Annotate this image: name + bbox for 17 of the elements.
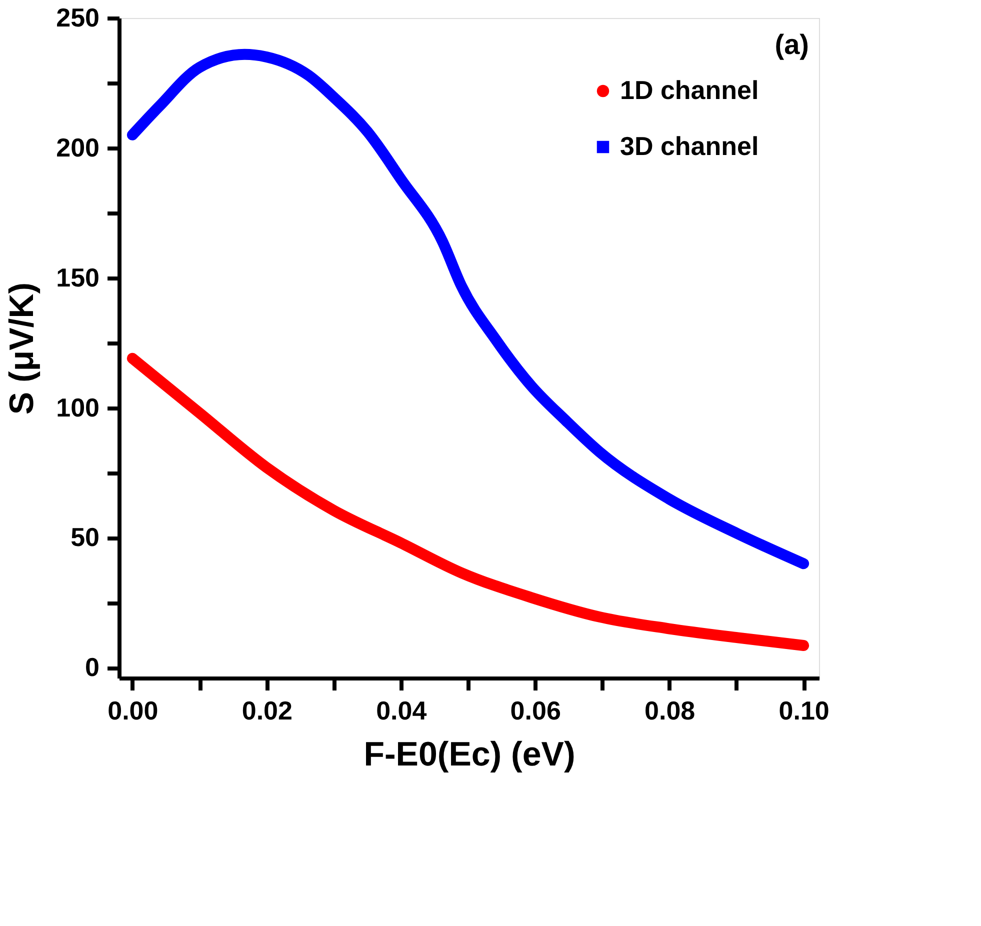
- y-tick-label: 150: [56, 262, 100, 292]
- y-tick-label: 250: [56, 2, 100, 32]
- y-tick-label: 0: [85, 652, 100, 682]
- x-axis-title: F-E0(Ec) (eV): [364, 736, 576, 774]
- legend-label: 3D channel: [620, 131, 759, 161]
- annotation: (a): [774, 29, 809, 60]
- x-tick-label: 0.02: [242, 696, 292, 726]
- x-tick-label: 0.10: [778, 696, 830, 726]
- y-tick-label: 100: [56, 392, 100, 422]
- x-tick-label: 0.08: [644, 696, 696, 726]
- x-tick-label: 0.00: [108, 696, 158, 726]
- legend-label: 1D channel: [620, 75, 759, 105]
- x-tick-label: 0.04: [376, 696, 428, 726]
- x-tick-label: 0.06: [510, 696, 561, 726]
- y-tick-label: 200: [56, 132, 100, 162]
- y-tick-label: 50: [70, 522, 100, 552]
- y-axis-title: S (μV/K): [3, 282, 42, 415]
